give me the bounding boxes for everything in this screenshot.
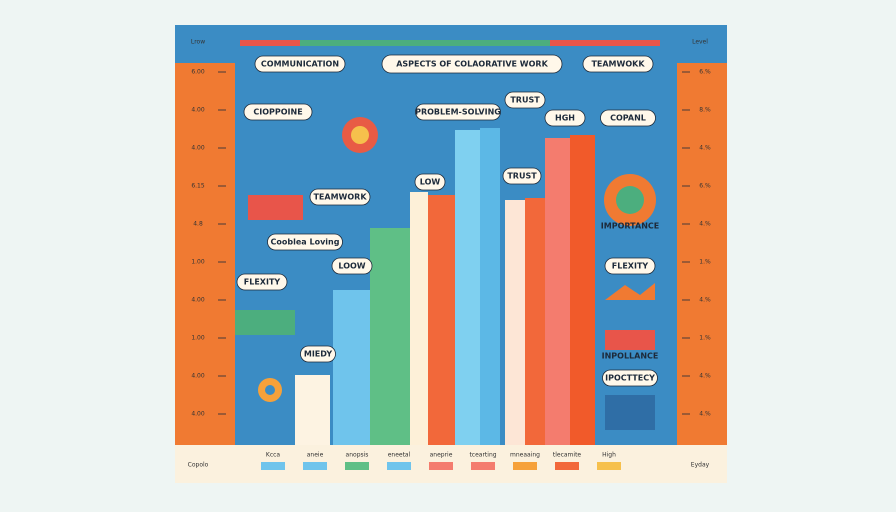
title: ASPECTS OF COLAORATIVE WORK (396, 60, 548, 69)
left-axis-label: 6.15 (191, 183, 205, 190)
label: INPOLLANCE (602, 352, 659, 361)
label-pill (243, 103, 313, 121)
right-axis-label: 6.% (699, 69, 711, 76)
left-axis-label: 4.8 (193, 221, 203, 228)
right-axis-label: 4.% (699, 145, 711, 152)
right-strip-top (677, 25, 727, 63)
footer-left: Copolo (188, 462, 209, 469)
bottom-swatch (387, 462, 411, 470)
bottom-label: eneetal (388, 452, 411, 459)
bottom-label: tlecamite (553, 452, 582, 459)
label: FLEXITY (244, 278, 281, 287)
left-axis-label: 4.00 (191, 411, 205, 418)
label: LOW (420, 178, 441, 187)
right-axis-label: 4.% (699, 373, 711, 380)
right-axis-label: 1.% (699, 335, 711, 342)
bottom-swatch (429, 462, 453, 470)
bottom-swatch (555, 462, 579, 470)
bottom-swatch (597, 462, 621, 470)
right-strip (677, 25, 727, 445)
label: COMMUNICATION (261, 60, 339, 69)
label-pill (267, 233, 343, 251)
label: CIOPPOINE (253, 108, 302, 117)
footer-right: Eyday (691, 462, 710, 469)
label: IMPORTANCE (601, 222, 659, 231)
right-axis-label: 4.% (699, 297, 711, 304)
label-pill (504, 91, 546, 109)
label-pill (544, 109, 586, 127)
right-axis-label: 4.% (699, 411, 711, 418)
bottom-swatch (471, 462, 495, 470)
bottom-swatch (345, 462, 369, 470)
label-pill (414, 173, 446, 191)
left-axis-label: 4.00 (191, 297, 205, 304)
label: FLEXITY (612, 262, 649, 271)
bottom-label: mneaaing (510, 452, 540, 459)
labels: Lrow Level Copolo Eyday ASPECTS OF COLAORATI… (188, 39, 711, 470)
label: MIEDY (304, 350, 332, 359)
bottom-swatch (261, 462, 285, 470)
bottom-swatch (513, 462, 537, 470)
left-axis-label: 4.00 (191, 107, 205, 114)
label: TEAMWORK (313, 193, 367, 202)
icons (235, 117, 656, 430)
left-axis-label: 6.00 (191, 69, 205, 76)
label-pill (254, 55, 346, 73)
label: PROBLEM-SOLVING (415, 108, 501, 117)
header-right: Level (692, 39, 708, 46)
bottom-label: aneie (307, 452, 324, 459)
label-pill (602, 369, 658, 387)
label-pill (300, 345, 336, 363)
title-pill (381, 54, 563, 74)
bars (295, 128, 595, 445)
label-pill (415, 103, 501, 121)
label-pill (582, 55, 654, 73)
label-pill (331, 257, 373, 275)
left-axis-label: 4.00 (191, 373, 205, 380)
label: COPANL (610, 114, 646, 123)
left-strip (175, 25, 235, 445)
bottom-label: Kcca (266, 452, 281, 459)
bottom-swatch (303, 462, 327, 470)
label: TRUST (510, 96, 540, 105)
right-axis-label: 6.% (699, 183, 711, 190)
label: IPOCTTECY (605, 374, 655, 383)
bottom-label: High (602, 452, 616, 459)
right-axis-label: 4.% (699, 221, 711, 228)
bottom-label: anopsis (346, 452, 369, 459)
label: HGH (555, 114, 575, 123)
left-axis-label: 4.00 (191, 145, 205, 152)
right-axis-label: 1.% (699, 259, 711, 266)
header-left: Lrow (191, 39, 205, 46)
label: LOOW (338, 262, 365, 271)
label: TRUST (507, 172, 537, 181)
label-pill (604, 257, 656, 275)
left-axis-label: 1.00 (191, 259, 205, 266)
label-pill (502, 167, 542, 185)
right-axis-label: 8.% (699, 107, 711, 114)
bottom-label: aneprie (430, 452, 453, 459)
pencil-mid (300, 40, 550, 46)
label-pill (236, 273, 288, 291)
label: TEAMWOKK (591, 60, 645, 69)
label-pill (600, 109, 656, 127)
label: Cooblea Loving (271, 238, 340, 247)
left-axis-label: 1.00 (191, 335, 205, 342)
bottom-label: tcearting (469, 452, 496, 459)
left-strip-top (175, 25, 235, 63)
label-pill (309, 188, 371, 206)
